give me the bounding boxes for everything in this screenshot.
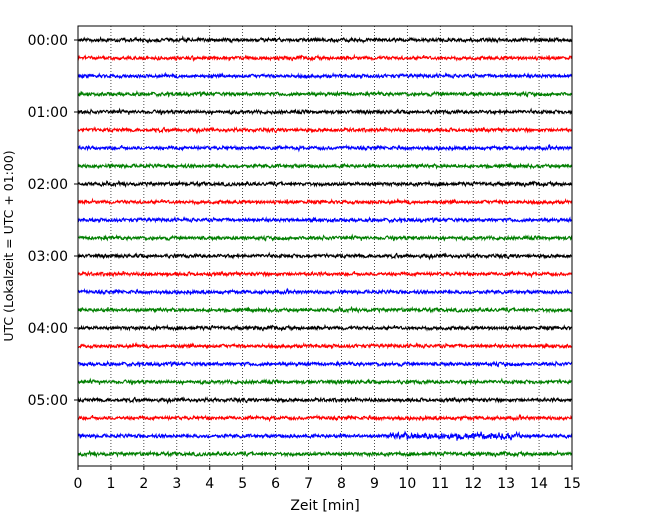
grid-lines bbox=[110, 26, 540, 466]
seismic-trace-line bbox=[77, 143, 573, 153]
x-tick-label: 13 bbox=[497, 476, 515, 492]
seismic-trace-line bbox=[77, 90, 573, 98]
x-axis-label: Zeit [min] bbox=[290, 498, 359, 514]
seismic-trace-line bbox=[77, 251, 573, 261]
seismic-trace-line bbox=[77, 197, 573, 206]
x-axis-ticks: 0 1 2 3 4 5 6 7 8 9 10 11 12 13 14 15 bbox=[74, 466, 581, 492]
x-tick-label: 9 bbox=[370, 476, 379, 492]
x-tick-label: 10 bbox=[398, 476, 416, 492]
seismic-trace-line bbox=[77, 233, 573, 242]
x-tick-label: 6 bbox=[271, 476, 280, 492]
x-tick-label: 14 bbox=[530, 476, 548, 492]
seismic-trace-line bbox=[77, 35, 573, 44]
seismic-trace-line bbox=[77, 377, 573, 386]
x-tick-label: 12 bbox=[464, 476, 482, 492]
seismic-trace-line bbox=[77, 430, 573, 441]
seismic-trace-line bbox=[77, 413, 573, 423]
seismic-trace-line bbox=[77, 162, 573, 170]
y-axis-label: UTC (Lokalzeit = UTC + 01:00) bbox=[1, 150, 16, 341]
x-tick-label: 4 bbox=[205, 476, 214, 492]
seismic-trace-line bbox=[77, 360, 573, 368]
y-tick-label: 04:00 bbox=[28, 321, 68, 337]
x-tick-label: 1 bbox=[106, 476, 115, 492]
x-tick-label: 2 bbox=[139, 476, 148, 492]
seismic-trace-line bbox=[77, 126, 573, 135]
x-tick-label: 11 bbox=[431, 476, 449, 492]
seismic-trace-line bbox=[77, 270, 573, 279]
x-tick-label: 5 bbox=[238, 476, 247, 492]
y-tick-label: 03:00 bbox=[28, 249, 68, 265]
seismic-trace-line bbox=[77, 215, 573, 224]
seismic-trace-line bbox=[77, 449, 573, 459]
seismic-trace-line bbox=[77, 396, 573, 405]
x-tick-label: 15 bbox=[563, 476, 581, 492]
seismic-trace-line bbox=[77, 305, 573, 314]
y-tick-label: 02:00 bbox=[28, 177, 68, 193]
seismic-trace-line bbox=[77, 323, 573, 332]
y-tick-label: 01:00 bbox=[28, 105, 68, 121]
y-tick-label: 05:00 bbox=[28, 393, 68, 409]
x-tick-label: 0 bbox=[74, 476, 83, 492]
seismic-trace-line bbox=[77, 71, 573, 80]
seismic-trace-line bbox=[77, 287, 573, 296]
y-axis-ticks: 00:00 01:00 02:00 03:00 04:00 05:00 bbox=[28, 33, 78, 409]
seismic-traces bbox=[77, 35, 573, 459]
x-tick-label: 3 bbox=[172, 476, 181, 492]
seismic-trace-line bbox=[77, 107, 573, 116]
y-tick-label: 00:00 bbox=[28, 33, 68, 49]
plot-frame bbox=[77, 25, 573, 467]
seismic-trace-line bbox=[77, 53, 573, 63]
x-tick-label: 7 bbox=[304, 476, 313, 492]
seismic-trace-line bbox=[77, 341, 573, 350]
x-tick-label: 8 bbox=[337, 476, 346, 492]
seismic-trace-line bbox=[77, 179, 573, 189]
